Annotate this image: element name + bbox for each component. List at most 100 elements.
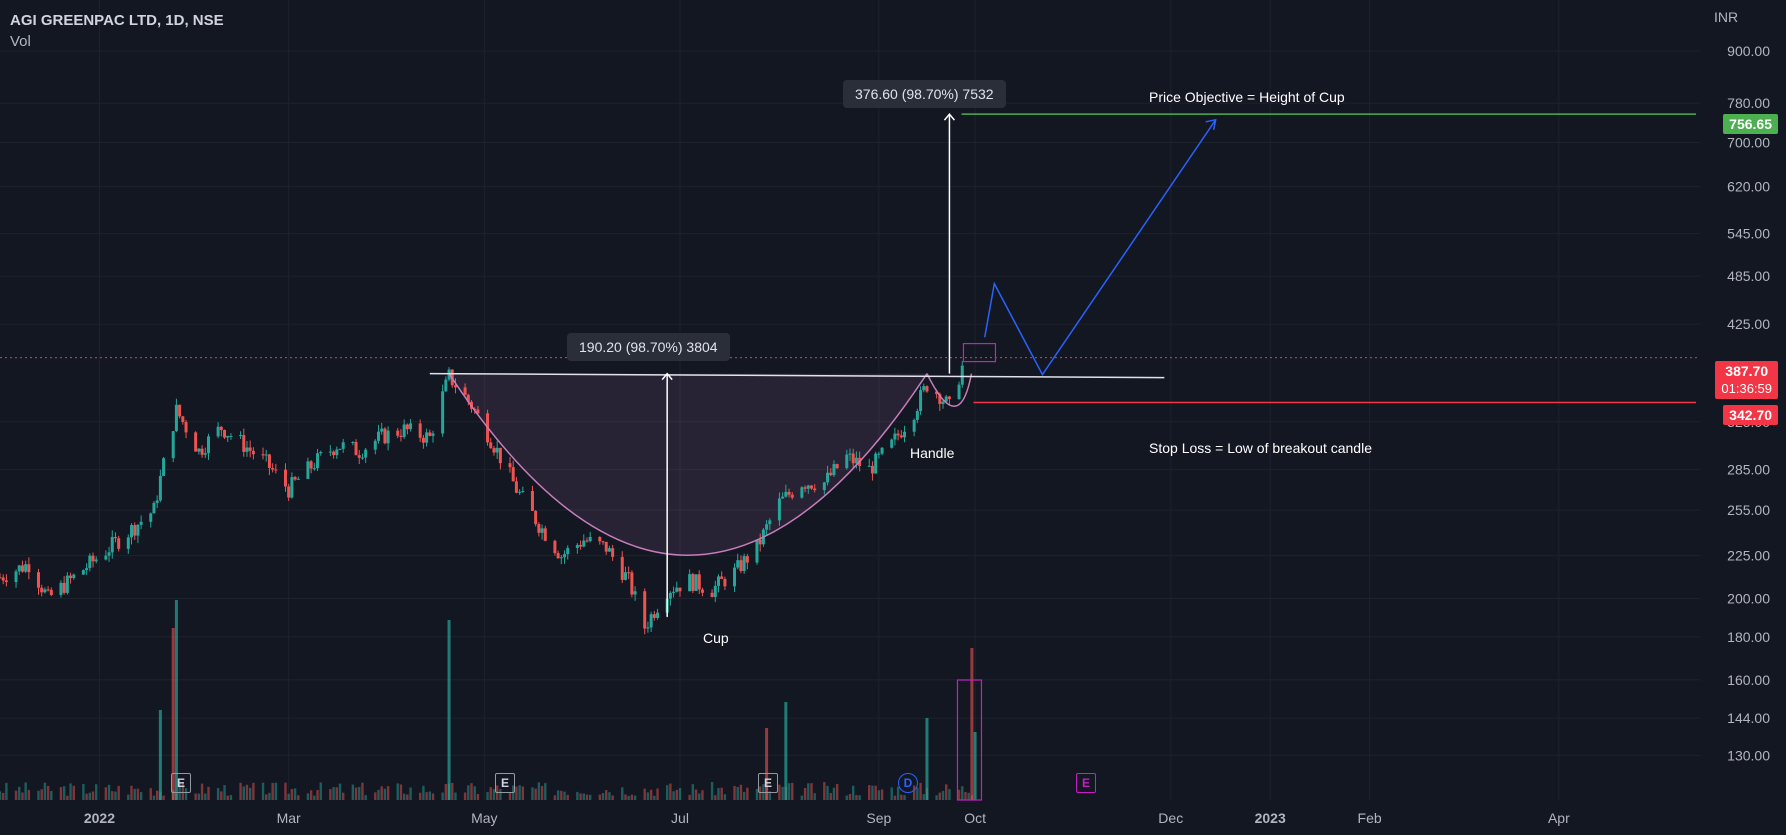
volume-bar xyxy=(800,795,804,800)
earnings-event-icon[interactable]: E xyxy=(758,773,778,793)
volume-bar xyxy=(633,795,637,800)
candle-body xyxy=(178,404,182,417)
candle-body xyxy=(765,524,769,530)
candle-body xyxy=(854,457,858,464)
candle-body xyxy=(656,612,660,618)
candle-body xyxy=(306,461,310,479)
candle-body xyxy=(672,591,676,593)
volume-legend[interactable]: Vol xyxy=(10,33,31,50)
volume-bar xyxy=(499,789,502,800)
candle-body xyxy=(283,469,287,487)
volume-bar xyxy=(374,792,377,800)
candle-body xyxy=(675,587,679,592)
price-objective-note[interactable]: Price Objective = Height of Cup xyxy=(1149,89,1345,105)
candle-body xyxy=(386,430,390,444)
candle-body xyxy=(611,548,615,557)
volume-bar xyxy=(226,795,229,800)
volume-bar xyxy=(37,790,40,800)
volume-bar xyxy=(758,786,762,800)
volume-bar xyxy=(868,785,871,800)
volume-bar xyxy=(736,786,739,800)
volume-bar xyxy=(807,783,810,800)
candle-body xyxy=(575,544,579,548)
candle-body xyxy=(338,448,342,450)
candle-body xyxy=(158,475,162,501)
candle-body xyxy=(91,555,95,562)
candle-body xyxy=(130,525,134,538)
candle-body xyxy=(777,498,781,521)
candle-body xyxy=(113,536,117,539)
volume-bar xyxy=(316,790,319,800)
candle-body xyxy=(14,571,18,583)
volume-bar xyxy=(967,792,970,800)
volume-bar xyxy=(964,792,967,800)
drawings xyxy=(0,112,1700,801)
candle-body xyxy=(239,435,243,437)
volume-bar xyxy=(723,794,727,800)
candle-body xyxy=(444,379,448,392)
candle-body xyxy=(136,524,140,536)
volume-bar xyxy=(133,788,136,800)
candle-body xyxy=(867,465,871,467)
candle-body xyxy=(81,570,85,575)
stop-loss-note[interactable]: Stop Loss = Low of breakout candle xyxy=(1149,440,1372,456)
neckline xyxy=(429,372,1165,379)
dividend-event-icon[interactable]: D xyxy=(898,773,918,793)
candle-body xyxy=(267,454,271,468)
candle-body xyxy=(678,587,682,592)
candle-body xyxy=(790,494,794,498)
x-tick-label: 2023 xyxy=(1255,810,1286,826)
symbol-title[interactable]: AGI GREENPAC LTD, 1D, NSE xyxy=(10,12,224,29)
candle-body xyxy=(223,430,227,438)
volume-bar xyxy=(739,784,743,800)
volume-bar xyxy=(675,789,678,800)
volume-bar xyxy=(338,783,342,800)
candle-body xyxy=(713,585,717,598)
handle-label[interactable]: Handle xyxy=(910,445,955,461)
volume-bar xyxy=(402,793,406,800)
volume-bar xyxy=(194,793,197,800)
volume-bar xyxy=(576,791,579,800)
candle-body xyxy=(627,572,631,574)
volume-bar xyxy=(941,790,945,800)
volume-bar xyxy=(717,788,720,800)
upcoming-earnings-icon[interactable]: E xyxy=(1076,773,1096,793)
volume-bar xyxy=(643,788,646,800)
volume-bar xyxy=(938,792,942,800)
volume-bar xyxy=(309,790,313,800)
candle-body xyxy=(72,574,76,579)
cup-measure-label[interactable]: 190.20 (98.70%) 3804 xyxy=(567,333,730,361)
volume-bar xyxy=(579,793,582,800)
volume-bar xyxy=(624,794,627,800)
cup-label[interactable]: Cup xyxy=(703,630,729,646)
candle-body xyxy=(309,461,313,469)
volume-bar xyxy=(306,793,310,800)
volume-bar xyxy=(284,782,287,800)
breakout-volume-box xyxy=(956,679,983,801)
volume-bar xyxy=(492,789,496,800)
target-measure-label[interactable]: 376.60 (98.70%) 7532 xyxy=(843,80,1006,108)
volume-bar xyxy=(21,792,24,800)
candle-body xyxy=(248,447,252,451)
candle-body xyxy=(832,464,836,476)
volume-bar xyxy=(710,782,714,800)
volume-bar xyxy=(441,792,444,800)
volume-bar xyxy=(733,785,736,800)
time-axis[interactable]: 2022 Mar May Jul Sep Oct Dec 2023 Feb Apr xyxy=(84,810,1570,826)
candle-body xyxy=(174,404,178,432)
candle-body xyxy=(890,439,894,448)
earnings-event-icon[interactable]: E xyxy=(171,773,191,793)
candle-body xyxy=(556,553,560,559)
volume-bar xyxy=(377,789,380,800)
volume-bar xyxy=(297,795,300,800)
volume-bar xyxy=(630,794,634,800)
candle-body xyxy=(643,591,647,629)
candle-body xyxy=(184,422,188,433)
earnings-event-icon[interactable]: E xyxy=(495,773,515,793)
candle-body xyxy=(742,556,746,571)
volume-bar xyxy=(396,783,399,800)
volume-bar xyxy=(354,787,358,800)
volume-spike xyxy=(447,620,451,800)
candle-body xyxy=(20,565,24,572)
